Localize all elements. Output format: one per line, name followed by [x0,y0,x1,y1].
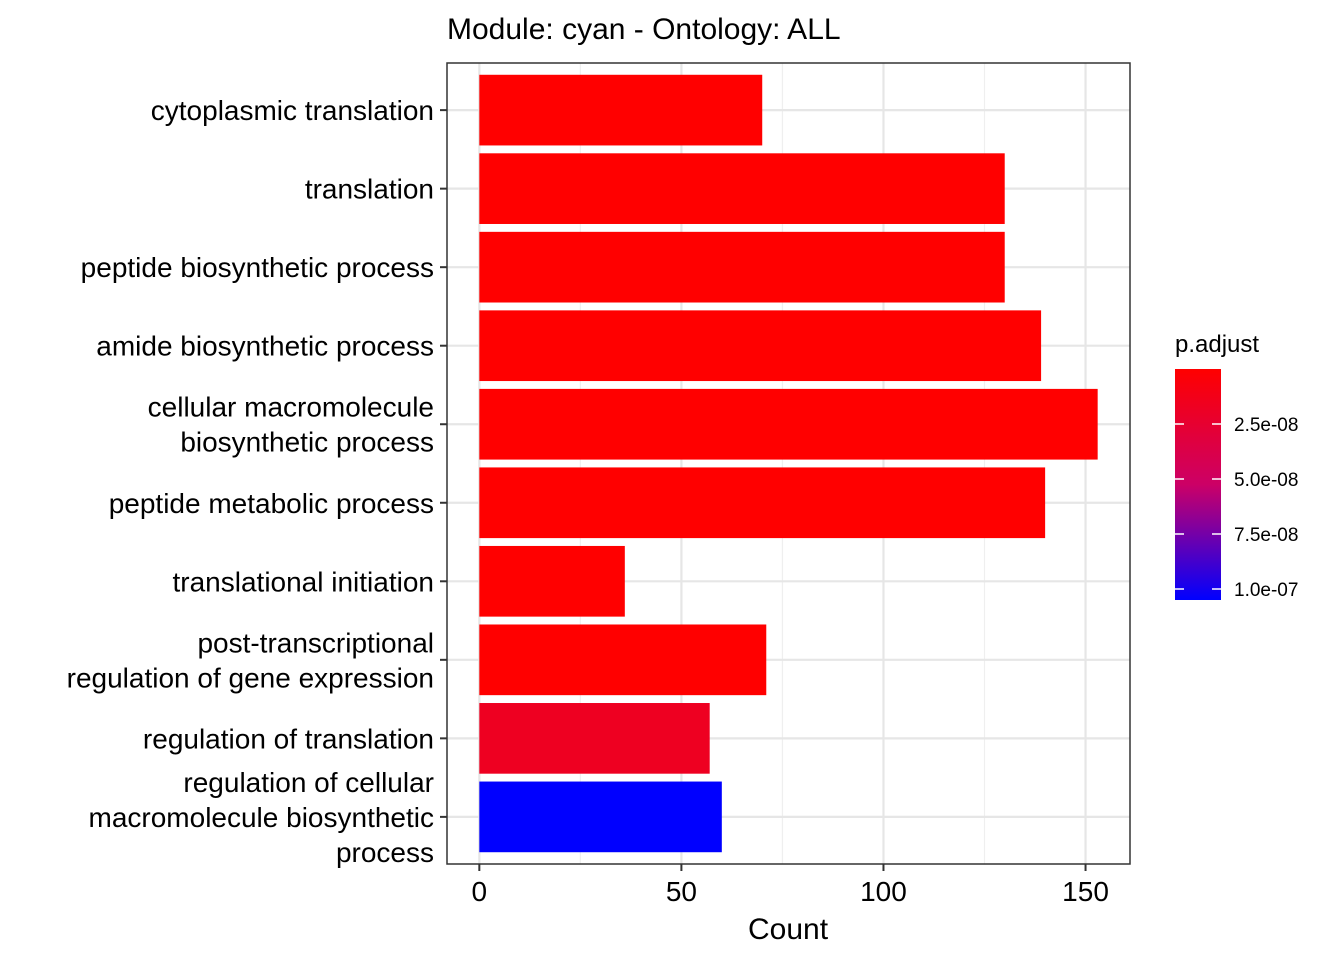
y-tick-label: translational initiation [173,566,435,597]
plot-panel [446,62,1131,865]
legend-tick-label: 5.0e-08 [1234,470,1298,491]
y-tick-label: biosynthetic process [180,427,434,458]
legend-tick-label: 2.5e-08 [1234,415,1298,436]
legend-tick-label: 7.5e-08 [1234,525,1298,546]
bars [479,74,1098,853]
bar [479,781,722,853]
y-axis: cytoplasmic translation translation peptid… [67,95,447,868]
panel-border [446,62,1131,865]
legend-tick-label: 1.0e-07 [1234,580,1298,601]
bar [479,545,625,617]
x-axis-title: Count [748,913,829,946]
bar [479,74,763,146]
chart-title: Module: cyan - Ontology: ALL [447,13,841,46]
y-tick-label: peptide metabolic process [109,488,434,519]
bar [479,703,710,774]
bar [479,153,1005,224]
y-tick-label: macromolecule biosynthetic [89,802,435,833]
y-tick-label: translation [305,174,434,205]
bar [479,467,1046,539]
y-tick-label: cytoplasmic translation [151,95,434,126]
y-tick-label: post-transcriptional [197,627,434,658]
bar [479,231,1005,303]
x-tick-label: 100 [860,876,907,907]
bar [479,388,1098,460]
y-tick-label: cellular macromolecule [148,392,434,423]
y-tick-label: regulation of gene expression [67,662,434,693]
legend-colorbar [1175,369,1221,600]
y-tick-label: amide biosynthetic process [96,331,434,362]
x-tick-label: 150 [1062,876,1109,907]
bar [479,310,1042,382]
y-tick-label: regulation of translation [143,723,434,754]
y-tick-label: process [336,837,434,868]
legend: p.adjust 2.5e-08 5.0e-08 7.5e-08 1.0e-07 [1175,331,1298,601]
x-axis: 0 50 100 150 [472,864,1109,907]
legend-ticks: 2.5e-08 5.0e-08 7.5e-08 1.0e-07 [1175,415,1298,601]
x-tick-label: 0 [472,876,488,907]
x-tick-label: 50 [666,876,697,907]
y-tick-label: peptide biosynthetic process [81,252,434,283]
legend-title: p.adjust [1175,331,1259,358]
bar [479,624,767,696]
y-tick-label: regulation of cellular [183,767,434,798]
